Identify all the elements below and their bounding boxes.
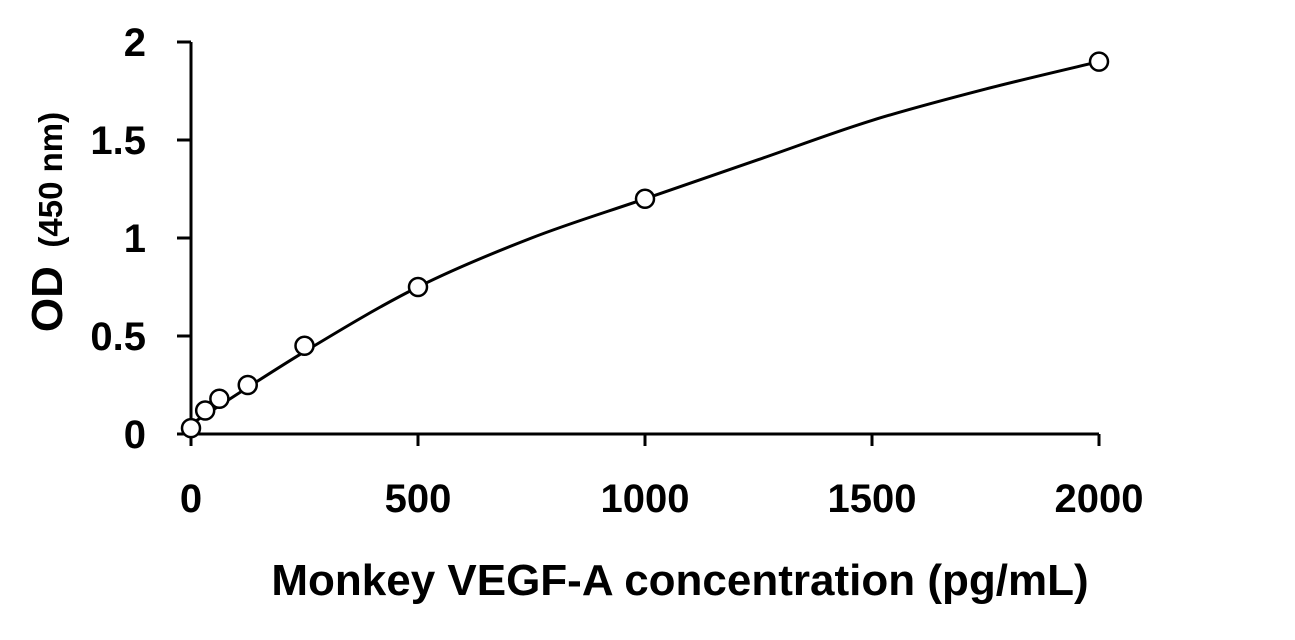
y-axis-title: OD (450 nm)	[23, 112, 72, 332]
x-tick-label: 2000	[1055, 477, 1144, 521]
data-point	[194, 400, 216, 421]
y-tick-label: 0.5	[90, 315, 146, 359]
x-tick-label: 500	[385, 477, 452, 521]
y-tick-label: 0	[124, 413, 146, 457]
data-point	[634, 188, 656, 210]
fit-curve-layer	[190, 60, 1100, 426]
data-point	[407, 276, 429, 298]
data-points-layer	[180, 51, 1110, 439]
x-tick-label: 1000	[601, 477, 690, 521]
fit-curve-line	[190, 60, 1100, 426]
data-point	[180, 417, 202, 439]
data-point	[209, 388, 230, 409]
data-point	[294, 335, 315, 357]
y-tick-label: 1	[124, 217, 146, 261]
x-tick-label: 1500	[828, 477, 917, 521]
data-point	[1088, 51, 1110, 72]
x-tick-label: 0	[180, 477, 202, 521]
y-tick-label: 2	[124, 21, 146, 65]
y-axis-title-main: OD	[23, 266, 72, 332]
y-tick-label: 1.5	[90, 119, 146, 163]
data-point	[237, 374, 258, 396]
y-axis-title-unit: (450 nm)	[32, 112, 69, 248]
x-axis-title: Monkey VEGF-A concentration (pg/mL)	[271, 556, 1088, 605]
axes: 0 500 1000 1500 2000 0 0.5 1 1.5 2	[90, 21, 1143, 521]
